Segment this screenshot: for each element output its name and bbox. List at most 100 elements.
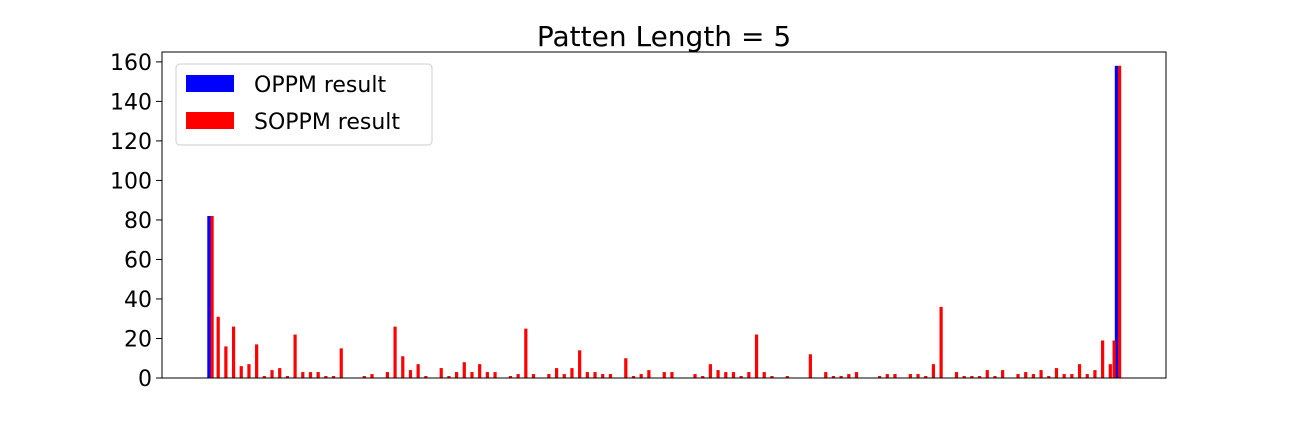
- bar-soppm-45: [601, 374, 605, 378]
- bar-soppm-33: [493, 372, 497, 378]
- bar-soppm-21: [393, 326, 397, 378]
- bar-soppm-30: [470, 372, 474, 378]
- bar-soppm-24: [416, 364, 420, 378]
- bar-soppm-40: [562, 374, 566, 378]
- legend: OPPM result SOPPM result: [175, 63, 433, 146]
- bar-soppm-99: [1112, 340, 1116, 378]
- bar-soppm-65: [808, 354, 812, 378]
- bar-soppm-61: [754, 334, 759, 378]
- bar-soppm-13: [308, 372, 313, 378]
- bar-soppm-93: [1070, 374, 1074, 378]
- bar-soppm-76: [924, 376, 928, 378]
- bar-soppm-73: [893, 374, 897, 378]
- bar-soppm-67: [831, 376, 836, 378]
- bar-soppm-90: [1047, 376, 1051, 378]
- bar-soppm-72: [885, 374, 889, 378]
- y-axis: 0 20 40 60 80 100 120 140 160: [110, 51, 162, 392]
- legend-box: [175, 63, 433, 146]
- bar-soppm-36: [524, 328, 528, 378]
- bar-soppm-11: [293, 334, 297, 378]
- bar-soppm-97: [1101, 340, 1105, 378]
- bar-soppm-86: [1016, 374, 1020, 378]
- bar-soppm-55: [708, 364, 712, 378]
- legend-swatch-soppm: [186, 112, 234, 129]
- bar-soppm-64: [785, 376, 789, 378]
- bar-soppm-81: [970, 376, 974, 378]
- bar-soppm-89: [1039, 370, 1043, 378]
- bar-soppm-20: [385, 372, 389, 378]
- bar-soppm-47: [624, 358, 628, 378]
- bar-soppm-39: [554, 368, 559, 378]
- y-tick-label-100: 100: [110, 169, 152, 194]
- bar-soppm-94: [1077, 364, 1082, 378]
- y-tick-label-140: 140: [110, 90, 152, 115]
- bar-soppm-42: [578, 350, 582, 378]
- bar-soppm-82: [977, 376, 982, 378]
- bar-soppm-16: [331, 376, 336, 378]
- bar-soppm-5: [247, 364, 251, 378]
- bar-soppm-19: [370, 374, 374, 378]
- bar-soppm-2: [224, 346, 228, 378]
- bar-soppm-37: [531, 374, 536, 378]
- legend-label-soppm: SOPPM result: [254, 110, 400, 135]
- bar-soppm-22: [401, 356, 405, 378]
- bar-soppm-51: [662, 372, 666, 378]
- bar-soppm-52: [670, 372, 674, 378]
- bar-soppm-23: [408, 370, 413, 378]
- bar-soppm-66: [824, 372, 828, 378]
- legend-label-oppm: OPPM result: [254, 73, 386, 98]
- bar-soppm-0: [210, 215, 214, 378]
- bar-soppm-78: [939, 306, 943, 378]
- bar-soppm-92: [1062, 374, 1066, 378]
- y-tick-label-0: 0: [138, 367, 152, 392]
- plot-frame: [161, 51, 1167, 379]
- bar-soppm-69: [847, 374, 851, 378]
- bar-soppm-38: [547, 374, 551, 378]
- bar-soppm-84: [993, 376, 997, 378]
- y-tick-label-120: 120: [110, 130, 152, 155]
- bar-soppm-48: [631, 376, 636, 378]
- bar-soppm-12: [301, 372, 305, 378]
- bar-soppm-63: [770, 376, 774, 378]
- legend-swatch-oppm: [186, 75, 234, 92]
- y-tick-label-20: 20: [124, 327, 152, 352]
- bar-soppm-26: [439, 368, 443, 378]
- bar-soppm-95: [1085, 374, 1089, 378]
- bar-soppm-44: [593, 372, 597, 378]
- bar-soppm-46: [608, 374, 613, 378]
- bar-soppm-1: [216, 316, 220, 378]
- bars-group: [207, 65, 1122, 378]
- bar-soppm-87: [1024, 372, 1028, 378]
- bar-soppm-31: [478, 364, 482, 378]
- y-tick-label-80: 80: [124, 209, 152, 234]
- bar-soppm-28: [455, 372, 459, 378]
- bar-soppm-41: [570, 368, 574, 378]
- bar-soppm-6: [255, 344, 259, 378]
- bar-soppm-77: [931, 364, 936, 378]
- bar-soppm-79: [954, 372, 959, 378]
- bar-soppm-60: [747, 372, 751, 378]
- bar-soppm-96: [1093, 370, 1097, 378]
- bar-soppm-15: [324, 376, 328, 378]
- bar-soppm-54: [701, 376, 705, 378]
- y-tick-label-160: 160: [110, 51, 152, 76]
- bar-soppm-56: [716, 370, 720, 378]
- bar-soppm-35: [516, 374, 520, 378]
- y-tick-label-40: 40: [124, 288, 152, 313]
- chart-title: Patten Length = 5: [537, 20, 791, 53]
- bar-soppm-58: [731, 372, 736, 378]
- bar-soppm-100: [1118, 65, 1122, 378]
- bar-soppm-71: [877, 376, 882, 378]
- bar-soppm-85: [1001, 370, 1005, 378]
- y-tick-label-60: 60: [124, 248, 152, 273]
- bar-soppm-29: [462, 362, 466, 378]
- bar-soppm-25: [424, 376, 428, 378]
- bar-soppm-83: [985, 370, 989, 378]
- bar-soppm-50: [647, 370, 651, 378]
- bar-soppm-3: [231, 326, 236, 378]
- bar-soppm-4: [239, 366, 243, 378]
- bar-soppm-98: [1108, 364, 1112, 378]
- bar-soppm-34: [508, 376, 513, 378]
- bar-soppm-62: [762, 372, 766, 378]
